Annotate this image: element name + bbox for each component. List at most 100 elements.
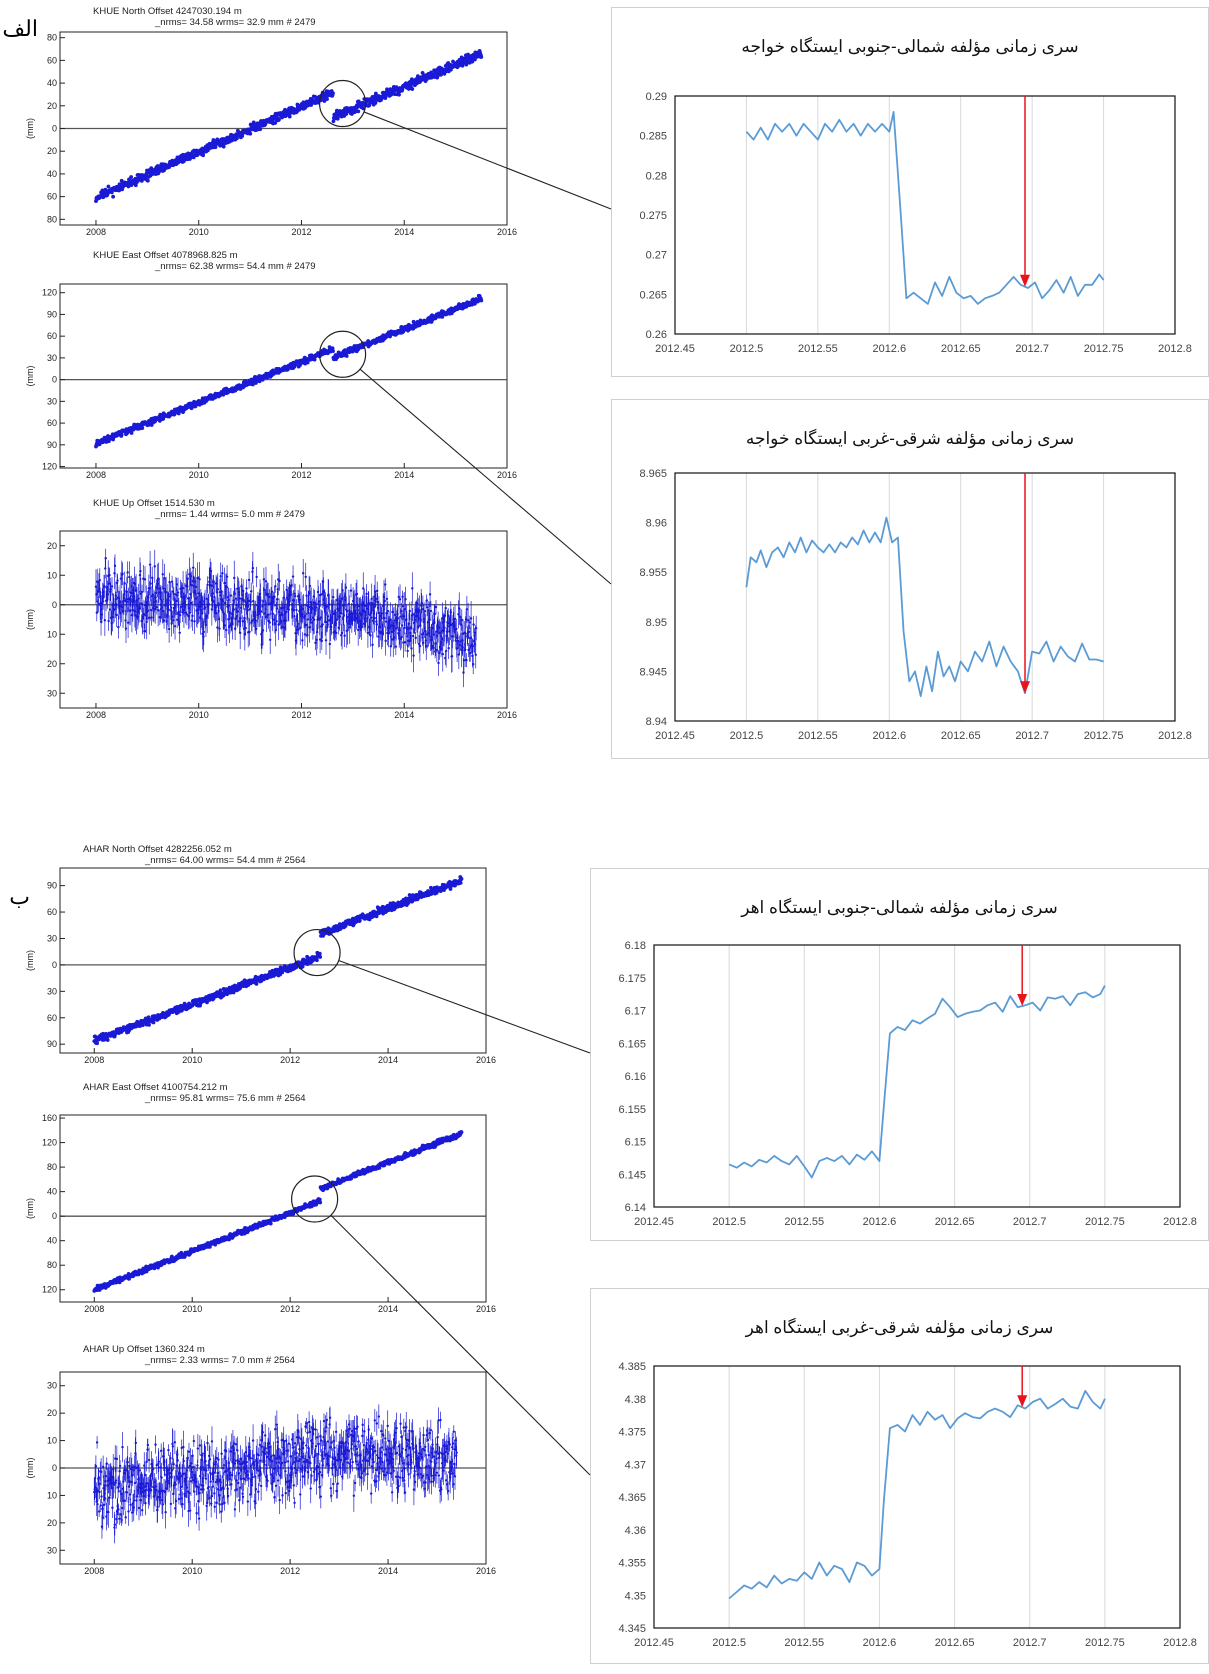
- plot-stats: _nrms= 62.38 wrms= 54.4 mm # 2479: [154, 261, 316, 272]
- gps-plot-khue_east: KHUE East Offset 4078968.825 m_nrms= 62.…: [25, 250, 517, 480]
- data-point: [261, 629, 265, 632]
- data-point: [385, 612, 388, 615]
- data-point: [104, 557, 107, 560]
- data-point: [373, 91, 378, 96]
- data-point: [156, 609, 160, 612]
- data-point: [422, 641, 425, 645]
- data-point: [384, 583, 387, 586]
- data-point: [285, 610, 288, 614]
- data-point: [161, 573, 164, 576]
- data-point: [112, 608, 116, 612]
- data-point: [348, 615, 352, 618]
- data-point: [95, 1041, 100, 1046]
- y-tick-label: 60: [47, 1013, 57, 1023]
- y-tick-label: 80: [47, 214, 57, 224]
- data-point: [234, 597, 238, 600]
- data-point: [304, 623, 308, 627]
- data-point: [344, 354, 349, 358]
- data-point: [110, 585, 114, 588]
- data-point: [143, 629, 146, 633]
- data-point: [234, 617, 237, 621]
- data-point: [126, 600, 129, 604]
- gps-plot-khue_up: KHUE Up Offset 1514.530 m_nrms= 1.44 wrm…: [25, 498, 517, 720]
- data-point: [401, 605, 405, 608]
- data-point: [331, 610, 334, 613]
- y-tick-label: 0: [52, 600, 57, 610]
- data-point: [161, 416, 166, 421]
- data-point: [118, 600, 122, 604]
- data-point: [207, 603, 211, 606]
- data-point: [302, 603, 305, 607]
- plot-header: KHUE East Offset 4078968.825 m: [93, 250, 238, 261]
- x-tick-label: 2014: [394, 470, 414, 480]
- data-point: [310, 601, 313, 604]
- data-point: [214, 604, 217, 608]
- data-point: [123, 582, 126, 585]
- data-point: [180, 590, 184, 594]
- data-point: [444, 606, 447, 610]
- data-point: [479, 55, 484, 59]
- data-point: [262, 578, 266, 581]
- data-point: [276, 588, 280, 591]
- x-tick-label: 2012: [291, 710, 311, 720]
- y-tick-label: 30: [47, 396, 57, 406]
- data-point: [403, 626, 406, 630]
- data-point: [186, 585, 189, 588]
- data-point: [328, 603, 331, 606]
- data-point: [435, 648, 439, 652]
- data-point: [400, 87, 405, 92]
- data-point: [124, 627, 128, 630]
- plot-header: AHAR North Offset 4282256.052 m: [83, 844, 232, 855]
- data-point: [401, 595, 404, 598]
- data-point: [258, 127, 263, 132]
- x-tick-label: 2014: [394, 227, 414, 237]
- data-point: [113, 564, 117, 568]
- plot-frame: [59, 1114, 487, 1303]
- data-point: [145, 178, 150, 183]
- data-point: [147, 1022, 151, 1027]
- data-point: [201, 153, 206, 158]
- charts-layer: KHUE North Offset 4247030.194 m_nrms= 34…: [25, 6, 1209, 1664]
- data-point: [445, 634, 448, 638]
- data-point: [364, 617, 367, 621]
- data-point: [216, 626, 219, 629]
- data-point: [241, 620, 244, 623]
- data-point: [289, 593, 292, 596]
- data-point: [223, 624, 227, 627]
- x-tick-label: 2008: [86, 227, 106, 237]
- data-point: [409, 631, 412, 635]
- plot-frame: [59, 283, 508, 469]
- data-point: [393, 613, 397, 617]
- data-point: [314, 606, 318, 609]
- data-point: [443, 626, 446, 630]
- y-tick-label: 60: [47, 192, 57, 202]
- data-point: [219, 590, 223, 593]
- data-point: [103, 187, 108, 192]
- data-point: [129, 175, 134, 179]
- data-point: [462, 671, 465, 674]
- data-point: [345, 610, 349, 613]
- data-point: [254, 619, 258, 623]
- plot-stats: _nrms= 95.81 wrms= 75.6 mm # 2564: [144, 1093, 306, 1104]
- data-point: [304, 575, 307, 579]
- y-tick-label: 0: [52, 124, 57, 134]
- data-point: [148, 616, 151, 620]
- data-point: [108, 608, 112, 611]
- data-point: [188, 611, 192, 614]
- data-point: [192, 566, 195, 569]
- data-point: [251, 570, 254, 573]
- data-point: [298, 598, 302, 602]
- data-point: [188, 573, 191, 576]
- data-point: [329, 625, 333, 629]
- data-point: [453, 617, 457, 621]
- data-point: [428, 618, 431, 621]
- data-point: [434, 605, 438, 609]
- data-point: [248, 131, 253, 136]
- y-axis-label: (mm): [25, 118, 35, 139]
- data-point: [315, 958, 319, 963]
- data-point: [154, 596, 157, 599]
- data-point: [411, 587, 414, 590]
- data-point: [103, 585, 106, 588]
- data-point: [258, 592, 262, 596]
- data-point: [109, 590, 112, 593]
